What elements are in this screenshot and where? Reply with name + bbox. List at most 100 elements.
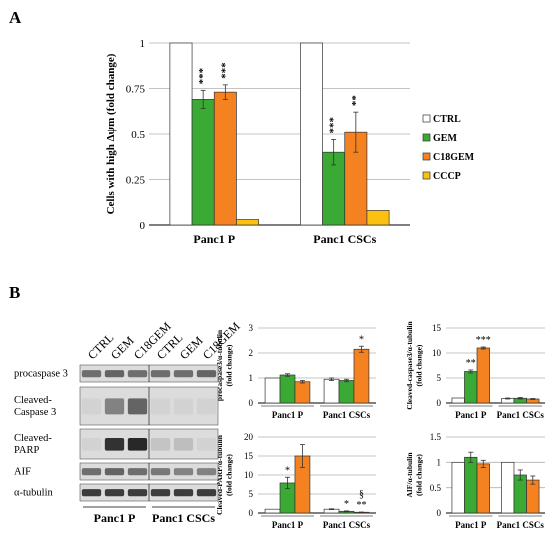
chart5-bar-ctrl-2 xyxy=(501,461,515,514)
chart2-category-label: Panc1 CSCs xyxy=(323,410,371,420)
blot-band xyxy=(150,370,171,378)
chart1-significance-label: *** xyxy=(328,116,340,133)
blot-band xyxy=(196,370,217,378)
chart1-category-label: Panc1 CSCs xyxy=(313,232,376,246)
chart1-significance-label: *** xyxy=(197,67,209,84)
chart5-ylabel: (fold change) xyxy=(415,454,424,496)
panel-letter-a: A xyxy=(9,8,22,27)
chart1-bar-c18gem-1 xyxy=(213,91,237,226)
chart3-ytick-label: 15 xyxy=(432,323,442,333)
chart1-significance-label: ** xyxy=(350,95,362,107)
blot-band xyxy=(81,468,102,476)
chart2-bar-c18gem-1 xyxy=(294,381,311,404)
legend-swatch-ctrl xyxy=(422,114,431,123)
chart5-category-label: Panc1 CSCs xyxy=(497,520,545,530)
chart4-ytick-label: 0 xyxy=(249,508,254,518)
blot-band xyxy=(104,398,125,415)
chart2-bar-gem-1 xyxy=(279,374,296,404)
blot-row-label: procaspase 3 xyxy=(14,369,68,380)
chart2-bar-gem-2 xyxy=(338,380,355,404)
chart3-ylabel: Cleaved-caspase3/α-tubulin xyxy=(405,320,414,409)
chart2-ylabel: (fold change) xyxy=(225,344,234,386)
chart5-ytick-label: 0 xyxy=(437,508,442,518)
chart5-ylabel: AIF/α-tubulin xyxy=(405,452,414,498)
blot-band xyxy=(150,438,171,451)
chart3-significance-label: *** xyxy=(476,335,491,346)
chart2-ytick-label: 2 xyxy=(249,348,254,358)
blot-band xyxy=(104,489,125,497)
chart5-bar-ctrl-1 xyxy=(451,461,465,514)
blot-band xyxy=(104,438,125,451)
chart5-bar-gem-2 xyxy=(513,474,527,514)
chart3-ytick-label: 0 xyxy=(437,398,442,408)
chart4-significance-label: * xyxy=(344,499,349,510)
legend-swatch-cccp xyxy=(422,171,431,180)
chart1-ylabel: Cells with high Δψm (fold change) xyxy=(105,53,117,214)
chart5-category-label: Panc1 P xyxy=(455,520,487,530)
blot-band xyxy=(173,438,194,451)
chart2-bar-c18gem-2 xyxy=(353,348,370,404)
blot-band xyxy=(196,468,217,476)
chart1-category-label: Panc1 P xyxy=(193,232,235,246)
chart3-ytick-label: 10 xyxy=(432,348,442,358)
chart2-significance-label: * xyxy=(359,334,364,345)
chart3-bar-gem-1 xyxy=(464,371,478,404)
blot-band xyxy=(81,438,102,451)
chart1-bar-ctrl-2 xyxy=(300,42,323,226)
chart3-category-label: Panc1 P xyxy=(455,410,487,420)
blot-row-label: Cleaved- xyxy=(14,395,52,406)
blot-group-label: Panc1 P xyxy=(94,511,136,525)
legend-swatch-gem xyxy=(422,133,431,142)
chart5-bar-gem-1 xyxy=(464,456,478,514)
blot-band xyxy=(173,370,194,378)
legend-label-ctrl: CTRL xyxy=(433,114,461,125)
chart1-ytick-label: 0.5 xyxy=(131,129,145,141)
chart4-significance-label: * xyxy=(285,465,290,476)
chart3-significance-label: ** xyxy=(466,358,476,369)
chart4-category-label: Panc1 P xyxy=(272,520,304,530)
chart1-bar-ctrl-1 xyxy=(169,42,193,226)
blot-band xyxy=(127,370,148,378)
chart2-ytick-label: 3 xyxy=(249,323,254,333)
blot-group-label: Panc1 CSCs xyxy=(152,511,215,525)
chart1-significance-label: *** xyxy=(219,62,231,79)
chart3-ylabel: (fold change) xyxy=(415,344,424,386)
blot-band xyxy=(196,489,217,497)
chart1-bar-gem-1 xyxy=(191,99,215,226)
blot-band xyxy=(173,398,194,415)
blot-row-label: Cleaved- xyxy=(14,433,52,444)
chart1-ytick-label: 1 xyxy=(140,38,146,50)
chart2-ytick-label: 0 xyxy=(249,398,254,408)
blot-band xyxy=(81,489,102,497)
chart4-ylabel: (fold change) xyxy=(225,454,234,496)
blot-band xyxy=(196,398,217,415)
chart5-ytick-label: 0.5 xyxy=(430,483,442,493)
chart5-ytick-label: 1 xyxy=(437,457,442,467)
blot-band xyxy=(150,489,171,497)
chart4-significance-label: ** xyxy=(356,500,366,511)
chart3-bar-c18gem-1 xyxy=(476,347,490,404)
chart1-ytick-label: 0.25 xyxy=(126,174,146,186)
chart5-ytick-label: 1.5 xyxy=(430,432,442,442)
chart2-bar-ctrl-1 xyxy=(264,377,281,404)
chart5-bar-c18gem-2 xyxy=(526,479,540,514)
chart4-ylabel: Cleaved-PARP/α-tubulin xyxy=(215,434,224,515)
blot-band xyxy=(150,398,171,415)
blot-band xyxy=(127,468,148,476)
blot-row-label: PARP xyxy=(14,445,39,456)
blot-band xyxy=(81,398,102,415)
chart4-ytick-label: 15 xyxy=(244,451,254,461)
chart2-ylabel: procaspase3/α-tubulin xyxy=(215,329,224,401)
chart1-ytick-label: 0.75 xyxy=(126,83,146,95)
legend-label-cccp: CCCP xyxy=(433,171,461,182)
chart2-bar-ctrl-2 xyxy=(323,378,340,404)
chart3-category-label: Panc1 CSCs xyxy=(497,410,545,420)
blot-band xyxy=(127,438,148,451)
chart4-bar-ctrl-1 xyxy=(264,508,281,514)
legend-swatch-c18gem xyxy=(422,152,431,161)
blot-band xyxy=(104,370,125,378)
chart4-category-label: Panc1 CSCs xyxy=(323,520,371,530)
blot-row-label: AIF xyxy=(14,467,31,478)
chart5-bar-c18gem-1 xyxy=(476,463,490,514)
